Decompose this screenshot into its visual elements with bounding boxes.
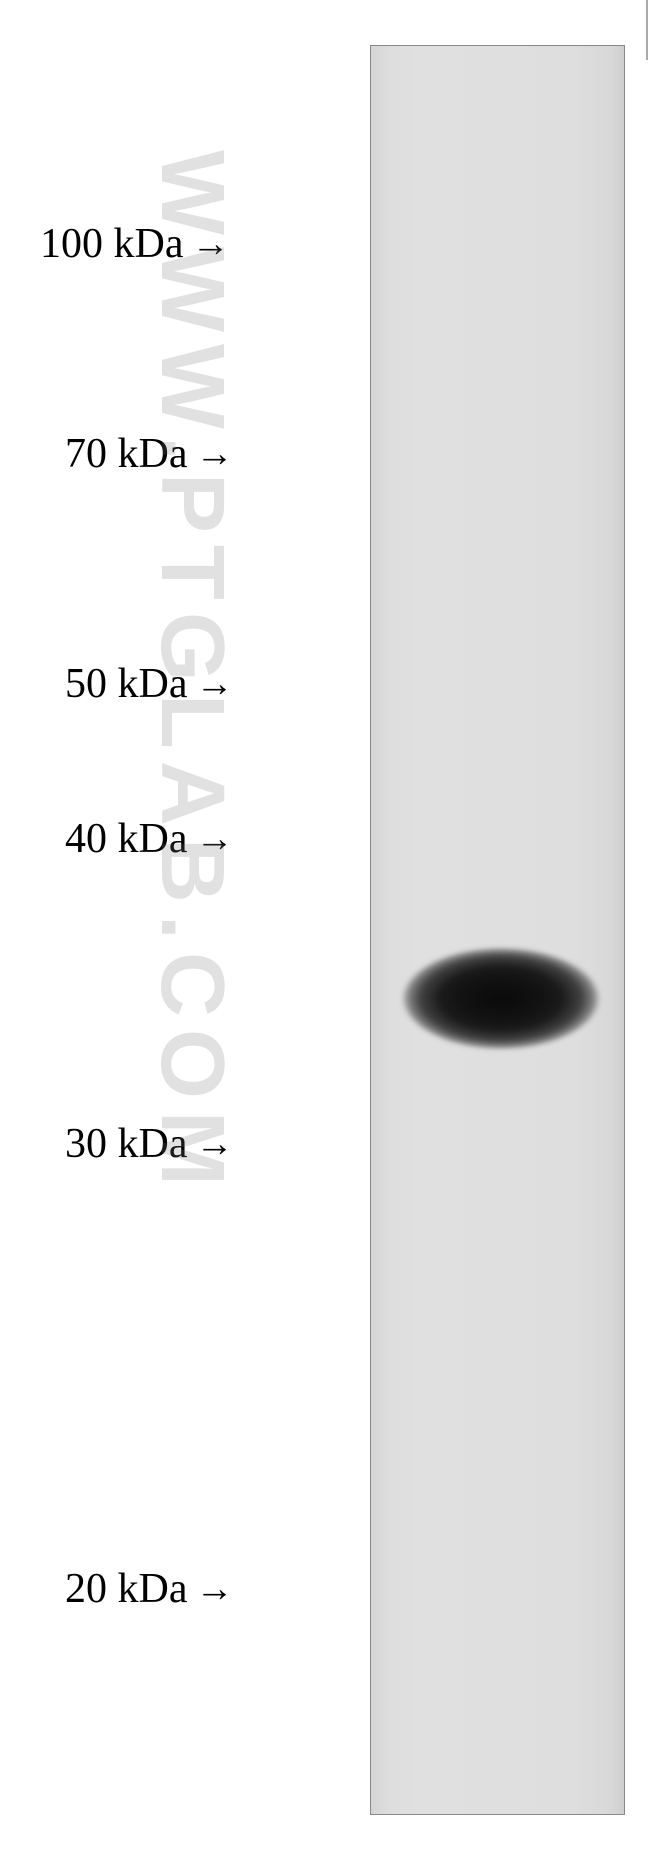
marker-value: 30 kDa [65,1120,187,1168]
marker-label-30-kDa: 30 kDa→ [65,1120,233,1168]
marker-label-70-kDa: 70 kDa→ [65,430,233,478]
arrow-icon: → [195,662,233,706]
marker-value: 20 kDa [65,1565,187,1613]
marker-value: 100 kDa [40,220,183,268]
marker-value: 50 kDa [65,660,187,708]
protein-band [401,941,601,1056]
arrow-icon: → [195,432,233,476]
marker-label-40-kDa: 40 kDa→ [65,815,233,863]
marker-value: 70 kDa [65,430,187,478]
marker-label-100-kDa: 100 kDa→ [40,220,229,268]
western-blot-container: WWW.PTGLAB.COM 100 kDa→70 kDa→50 kDa→40 … [0,0,650,1855]
marker-label-50-kDa: 50 kDa→ [65,660,233,708]
marker-value: 40 kDa [65,815,187,863]
blot-lane [370,45,625,1815]
arrow-icon: → [191,222,229,266]
marker-label-20-kDa: 20 kDa→ [65,1565,233,1613]
arrow-icon: → [195,1122,233,1166]
border-accent [646,0,648,60]
arrow-icon: → [195,1567,233,1611]
arrow-icon: → [195,817,233,861]
